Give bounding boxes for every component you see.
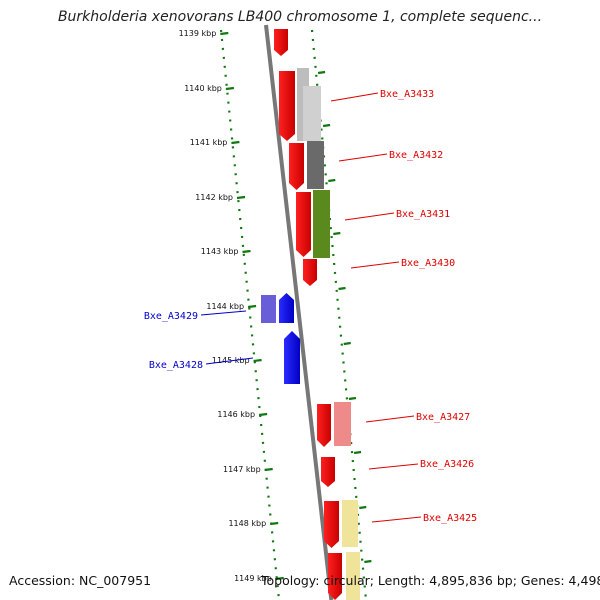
gene-arrow xyxy=(274,29,288,56)
position-tick-label: 1141 kbp xyxy=(190,138,228,147)
homolog-block xyxy=(303,86,321,141)
gene-leader-line xyxy=(350,261,400,269)
right-grid-dash xyxy=(322,123,331,128)
gene-label: Bxe_A3426 xyxy=(420,459,474,470)
genome-stats-label: Topology: circular; Length: 4,895,836 bp… xyxy=(261,573,600,588)
gene-leader-line xyxy=(371,516,422,523)
gene-label: Bxe_A3433 xyxy=(380,89,434,100)
gene-label: Bxe_A3425 xyxy=(423,513,477,524)
gene-label: Bxe_A3432 xyxy=(389,150,443,161)
right-grid-dash xyxy=(348,396,357,401)
gene-leader-line xyxy=(344,212,395,221)
gene-arrow xyxy=(296,192,311,257)
gene-leader-line xyxy=(200,310,247,316)
left-grid-line xyxy=(219,29,281,600)
position-tick-label: 1139 kbp xyxy=(179,29,217,38)
homolog-block xyxy=(342,500,358,547)
gene-arrow xyxy=(328,553,342,600)
right-grid-dash xyxy=(364,559,372,564)
homolog-block xyxy=(313,190,330,258)
gene-leader-line xyxy=(205,357,254,365)
gene-leader-line xyxy=(365,415,415,423)
homolog-block xyxy=(334,402,351,446)
position-tick-mark xyxy=(220,31,229,36)
accession-label: Accession: NC_007951 xyxy=(9,573,152,588)
gene-arrow xyxy=(324,501,339,548)
right-grid-dash xyxy=(359,505,367,510)
homolog-block xyxy=(307,141,324,189)
position-tick-mark xyxy=(231,140,240,145)
gene-label: Bxe_A3428 xyxy=(149,360,203,371)
position-tick-mark xyxy=(247,304,257,309)
position-tick-mark xyxy=(258,412,268,417)
position-tick-mark xyxy=(270,521,279,526)
chromosome-axis-line xyxy=(264,24,334,600)
homolog-block xyxy=(346,552,360,600)
gene-arrow xyxy=(279,293,294,323)
position-tick-label: 1143 kbp xyxy=(201,247,239,256)
right-grid-dash xyxy=(353,450,362,455)
gene-label: Bxe_A3431 xyxy=(396,209,450,220)
position-tick-label: 1142 kbp xyxy=(195,193,233,202)
gene-leader-line xyxy=(338,153,388,162)
position-tick-label: 1148 kbp xyxy=(228,519,266,528)
position-tick-label: 1140 kbp xyxy=(184,84,222,93)
position-tick-label: 1146 kbp xyxy=(217,410,255,419)
gene-label: Bxe_A3429 xyxy=(144,311,198,322)
position-tick-mark xyxy=(264,467,273,472)
left-grid-dots xyxy=(219,29,281,600)
gene-arrow xyxy=(317,404,331,447)
right-grid-dash xyxy=(343,341,351,346)
homolog-block xyxy=(261,295,276,323)
gene-arrow xyxy=(284,331,300,384)
gene-leader-line xyxy=(368,463,419,470)
right-grid-dash xyxy=(328,178,336,183)
gene-leader-line xyxy=(330,92,379,102)
gene-arrow xyxy=(279,71,295,141)
gene-arrow xyxy=(321,457,335,487)
position-tick-mark xyxy=(253,358,262,363)
map-title: Burkholderia xenovorans LB400 chromosome… xyxy=(57,9,543,25)
gene-label: Bxe_A3430 xyxy=(401,258,455,269)
position-tick-label: 1149 kbp xyxy=(234,574,272,583)
gene-features xyxy=(261,29,360,600)
position-tick-mark xyxy=(242,249,251,254)
gene-label: Bxe_A3427 xyxy=(416,412,470,423)
gene-arrow xyxy=(303,259,317,286)
position-tick-mark xyxy=(275,576,284,581)
chromosome-axis xyxy=(264,24,334,600)
position-tick-mark xyxy=(225,86,235,91)
gene-labels: Bxe_A3433 Bxe_A3432 Bxe_A3431 Bxe_A3430 Bxe_… xyxy=(144,89,477,524)
gene-arrow xyxy=(289,143,304,190)
right-grid-dash xyxy=(317,70,326,75)
position-tick-mark xyxy=(236,195,246,200)
position-ticks: 1139 kbp 1140 kbp 1141 kbp 1142 kbp 1143 kbp… xyxy=(179,29,284,583)
position-tick-label: 1144 kbp xyxy=(206,302,244,311)
right-grid-dash xyxy=(338,286,346,291)
position-tick-label: 1147 kbp xyxy=(223,465,261,474)
right-grid-dash xyxy=(333,231,341,236)
